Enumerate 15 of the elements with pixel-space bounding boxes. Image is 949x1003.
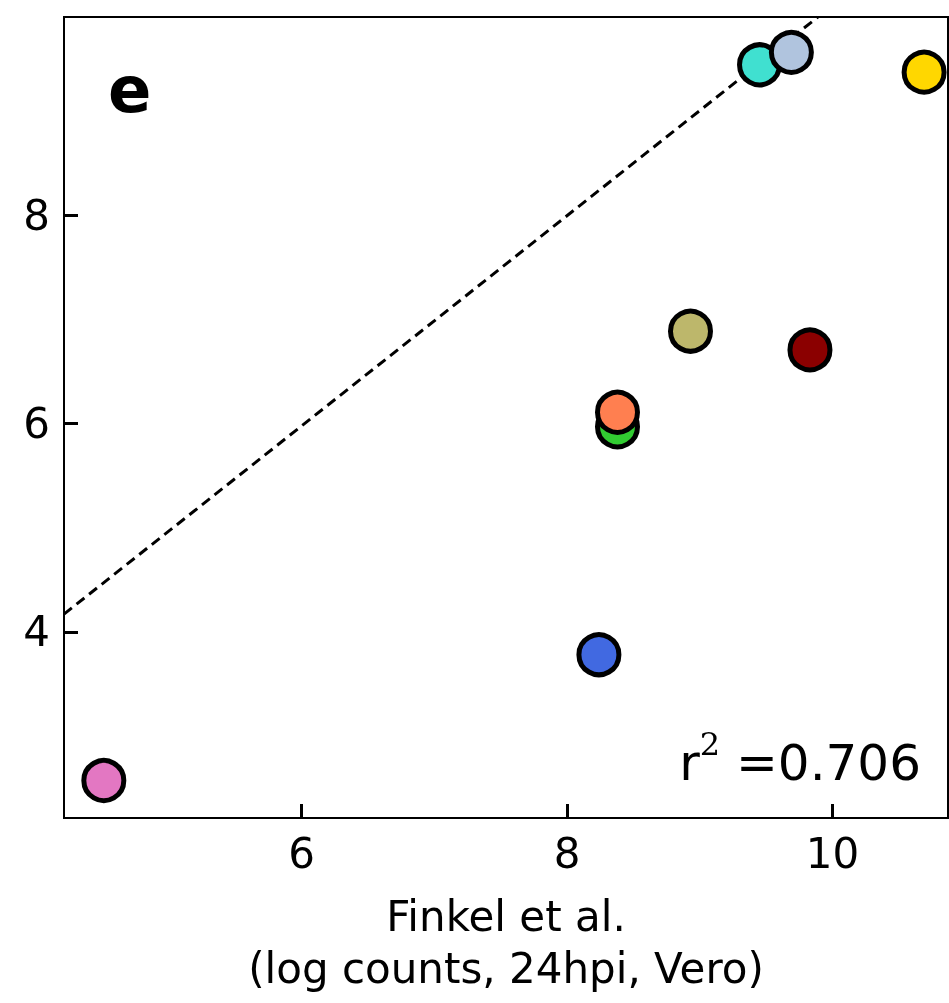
y-tick-label: 8 bbox=[23, 191, 50, 241]
point bbox=[595, 389, 640, 435]
point bbox=[787, 327, 833, 373]
x-tick-label: 10 bbox=[805, 828, 860, 878]
x-tick-label: 8 bbox=[553, 828, 581, 878]
point bbox=[901, 49, 947, 95]
y-tick-label: 6 bbox=[23, 399, 50, 449]
point bbox=[81, 758, 127, 804]
y-tick-label: 4 bbox=[23, 607, 50, 657]
annotation: e bbox=[108, 53, 152, 127]
point bbox=[668, 308, 713, 354]
point bbox=[768, 29, 814, 75]
x-axis-title: Finkel et al. (log counts, 24hpi, Vero) bbox=[248, 891, 764, 993]
x-tick-label: 6 bbox=[288, 828, 315, 878]
point bbox=[576, 632, 622, 678]
